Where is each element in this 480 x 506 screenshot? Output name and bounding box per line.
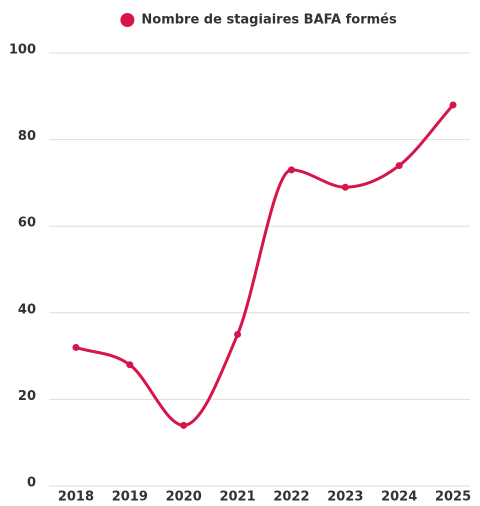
y-tick-label: 0 — [27, 476, 36, 491]
point — [287, 166, 295, 174]
point — [180, 421, 188, 429]
point — [449, 101, 457, 109]
y-tick-label: 40 — [18, 302, 36, 317]
point — [72, 343, 80, 351]
x-tick-label: 2021 — [219, 490, 255, 505]
y-tick-label: 60 — [18, 216, 36, 231]
y-tick-label: 20 — [18, 389, 36, 404]
line — [75, 103, 455, 427]
x-tick-label: 2024 — [381, 490, 417, 505]
legend-swatch — [120, 13, 135, 27]
point — [395, 162, 403, 170]
y-tick-label: 80 — [18, 129, 36, 144]
y-tick-label: 100 — [9, 43, 36, 58]
point — [341, 183, 349, 191]
x-tick-label: 2023 — [327, 490, 363, 505]
x-tick-label: 2025 — [435, 490, 471, 505]
point — [126, 361, 134, 369]
point — [234, 330, 242, 338]
legend-label: Nombre de stagiaires BAFA formés — [141, 13, 397, 28]
x-tick-label: 2018 — [58, 490, 94, 505]
x-tick-label: 2019 — [112, 490, 148, 505]
x-tick-label: 2022 — [273, 490, 309, 505]
x-tick-label: 2020 — [166, 490, 202, 505]
